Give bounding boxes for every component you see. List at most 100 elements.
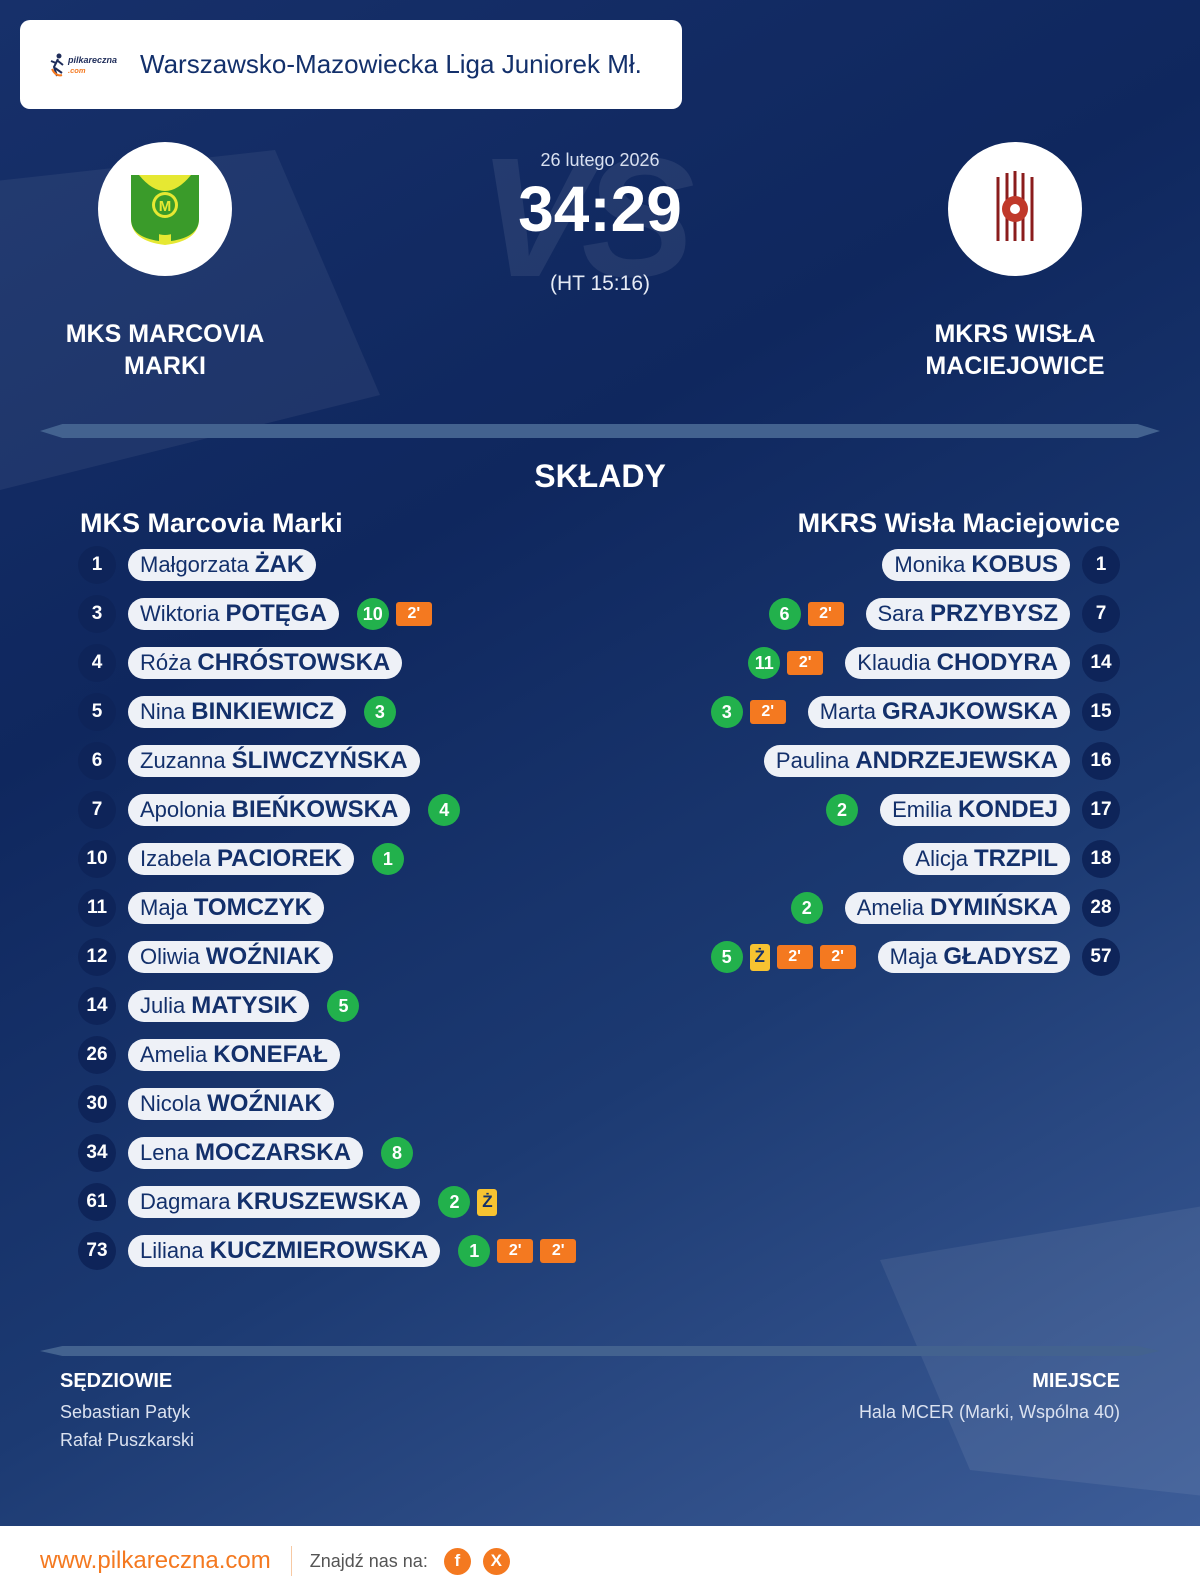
shirt-number: 12 xyxy=(78,938,116,976)
goals-badge: 11 xyxy=(748,647,781,679)
player-row: 26 Amelia KONEFAŁ xyxy=(78,1036,358,1074)
shirt-number: 5 xyxy=(78,693,116,731)
last-name: BIEŃKOWSKA xyxy=(231,796,399,823)
goals-badge: 3 xyxy=(363,696,396,728)
pilkareczna-logo[interactable]: pilkareczna .com xyxy=(50,51,122,79)
player-events: 6 2' xyxy=(768,598,844,630)
facebook-icon[interactable]: f xyxy=(443,1547,471,1575)
player-name[interactable]: Monika KOBUS xyxy=(882,549,1070,581)
player-name[interactable]: Nicola WOŹNIAK xyxy=(128,1088,334,1120)
site-link[interactable]: www.pilkareczna.com xyxy=(40,1547,271,1574)
away-crest xyxy=(948,142,1082,276)
last-name: PACIOREK xyxy=(216,845,342,872)
first-name: Emilia xyxy=(892,797,952,822)
player-name[interactable]: Klaudia CHODYRA xyxy=(845,647,1070,679)
player-row: 73 Liliana KUCZMIEROWSKA 1 2' 2' xyxy=(78,1232,577,1270)
player-name[interactable]: Emilia KONDEJ xyxy=(880,794,1070,826)
player-name[interactable]: Dagmara KRUSZEWSKA xyxy=(128,1186,421,1218)
player-name[interactable]: Maja TOMCZYK xyxy=(128,892,324,924)
player-row: Alicja TRZPIL 18 xyxy=(881,840,1120,878)
goals-badge: 5 xyxy=(327,990,360,1022)
two-minute-badge: 2' xyxy=(497,1239,534,1263)
away-team-name: MKRS WISŁA MACIEJOWICE xyxy=(885,318,1145,382)
shirt-number: 7 xyxy=(1082,595,1120,633)
player-name[interactable]: Amelia DYMIŃSKA xyxy=(844,892,1070,924)
last-name: MOCZARSKA xyxy=(194,1139,351,1166)
home-crest: M xyxy=(98,142,232,276)
player-name[interactable]: Maja GŁADYSZ xyxy=(877,941,1070,973)
first-name: Nicola xyxy=(140,1091,202,1116)
last-name: WOŹNIAK xyxy=(205,943,321,970)
last-name: TOMCZYK xyxy=(193,894,312,921)
player-name[interactable]: Julia MATYSIK xyxy=(128,990,310,1022)
home-name-line: MARKI xyxy=(124,352,206,380)
two-minute-badge: 2' xyxy=(540,1239,577,1263)
player-name[interactable]: Amelia KONEFAŁ xyxy=(128,1039,340,1071)
first-name: Małgorzata xyxy=(140,552,249,577)
player-row: 6 Zuzanna ŚLIWCZYŃSKA xyxy=(78,742,438,780)
first-name: Róża xyxy=(140,650,192,675)
referees-title: SĘDZIOWIE xyxy=(60,1370,173,1392)
vs-watermark: VS xyxy=(478,123,695,313)
footer-separator xyxy=(290,1546,292,1576)
player-events: 3 2' xyxy=(710,696,786,728)
first-name: Liliana xyxy=(140,1238,204,1263)
player-events: 1 xyxy=(371,843,404,875)
shirt-number: 61 xyxy=(78,1183,116,1221)
league-header: pilkareczna .com Warszawsko-Mazowiecka Li… xyxy=(20,20,682,109)
goals-badge: 6 xyxy=(768,598,801,630)
away-name-line: MKRS WISŁA xyxy=(934,320,1096,348)
shirt-number: 28 xyxy=(1082,889,1120,927)
player-name[interactable]: Małgorzata ŻAK xyxy=(128,549,317,581)
player-name[interactable]: Wiktoria POTĘGA xyxy=(128,598,339,630)
player-events: 1 2' 2' xyxy=(458,1235,577,1267)
two-minute-badge: 2' xyxy=(395,602,432,626)
last-name: ANDRZEJEWSKA xyxy=(855,747,1058,774)
player-name[interactable]: Zuzanna ŚLIWCZYŃSKA xyxy=(128,745,420,777)
last-name: KOBUS xyxy=(971,551,1058,578)
shirt-number: 26 xyxy=(78,1036,116,1074)
player-name[interactable]: Nina BINKIEWICZ xyxy=(128,696,346,728)
first-name: Marta xyxy=(819,699,876,724)
player-row: 11 2' Klaudia CHODYRA 14 xyxy=(748,644,1120,682)
away-lineup-title: MKRS Wisła Maciejowice xyxy=(797,508,1120,538)
x-icon[interactable]: X xyxy=(482,1547,510,1575)
section-divider xyxy=(40,424,1160,438)
venue-text: Hala MCER (Marki, Wspólna 40) xyxy=(858,1402,1120,1422)
shirt-number: 3 xyxy=(78,595,116,633)
player-name[interactable]: Lena MOCZARSKA xyxy=(128,1137,363,1169)
referee-name: Rafał Puszkarski xyxy=(60,1430,195,1450)
goals-badge: 8 xyxy=(380,1137,413,1169)
player-name[interactable]: Paulina ANDRZEJEWSKA xyxy=(763,745,1070,777)
find-us-label: Znajdź nas na: xyxy=(309,1550,428,1571)
last-name: ŻAK xyxy=(254,551,305,578)
goals-badge: 3 xyxy=(710,696,743,728)
player-name[interactable]: Apolonia BIEŃKOWSKA xyxy=(128,794,411,826)
player-name[interactable]: Liliana KUCZMIEROWSKA xyxy=(128,1235,441,1267)
shirt-number: 6 xyxy=(78,742,116,780)
shirt-number: 14 xyxy=(78,987,116,1025)
player-name[interactable]: Róża CHRÓSTOWSKA xyxy=(128,647,403,679)
player-name[interactable]: Alicja TRZPIL xyxy=(903,843,1070,875)
first-name: Apolonia xyxy=(140,797,226,822)
player-name[interactable]: Marta GRAJKOWSKA xyxy=(807,696,1070,728)
player-name[interactable]: Oliwia WOŹNIAK xyxy=(128,941,333,973)
first-name: Oliwia xyxy=(140,944,200,969)
player-events: 4 xyxy=(428,794,461,826)
first-name: Dagmara xyxy=(140,1189,231,1214)
shirt-number: 15 xyxy=(1082,693,1120,731)
final-score: 34:29 xyxy=(518,173,682,245)
goals-badge: 2 xyxy=(790,892,823,924)
shirt-number: 4 xyxy=(78,644,116,682)
player-row: 61 Dagmara KRUSZEWSKA 2 Ż xyxy=(78,1183,498,1221)
player-name[interactable]: Izabela PACIOREK xyxy=(128,843,354,875)
shirt-number: 1 xyxy=(1082,546,1120,584)
player-name[interactable]: Sara PRZYBYSZ xyxy=(865,598,1070,630)
last-name: GŁADYSZ xyxy=(943,943,1058,970)
player-row: 1 Małgorzata ŻAK xyxy=(78,546,334,584)
yellow-card-badge: Ż xyxy=(477,1188,498,1216)
first-name: Sara xyxy=(877,601,924,626)
first-name: Lena xyxy=(140,1140,189,1165)
last-name: CHODYRA xyxy=(936,649,1058,676)
